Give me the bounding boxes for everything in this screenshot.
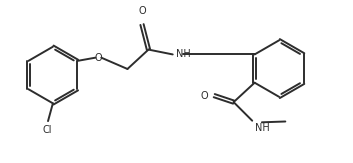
Text: Cl: Cl — [42, 125, 52, 135]
Text: NH: NH — [176, 49, 191, 59]
Text: O: O — [95, 53, 102, 63]
Text: NH: NH — [255, 123, 269, 133]
Text: O: O — [200, 91, 208, 101]
Text: O: O — [138, 6, 146, 16]
